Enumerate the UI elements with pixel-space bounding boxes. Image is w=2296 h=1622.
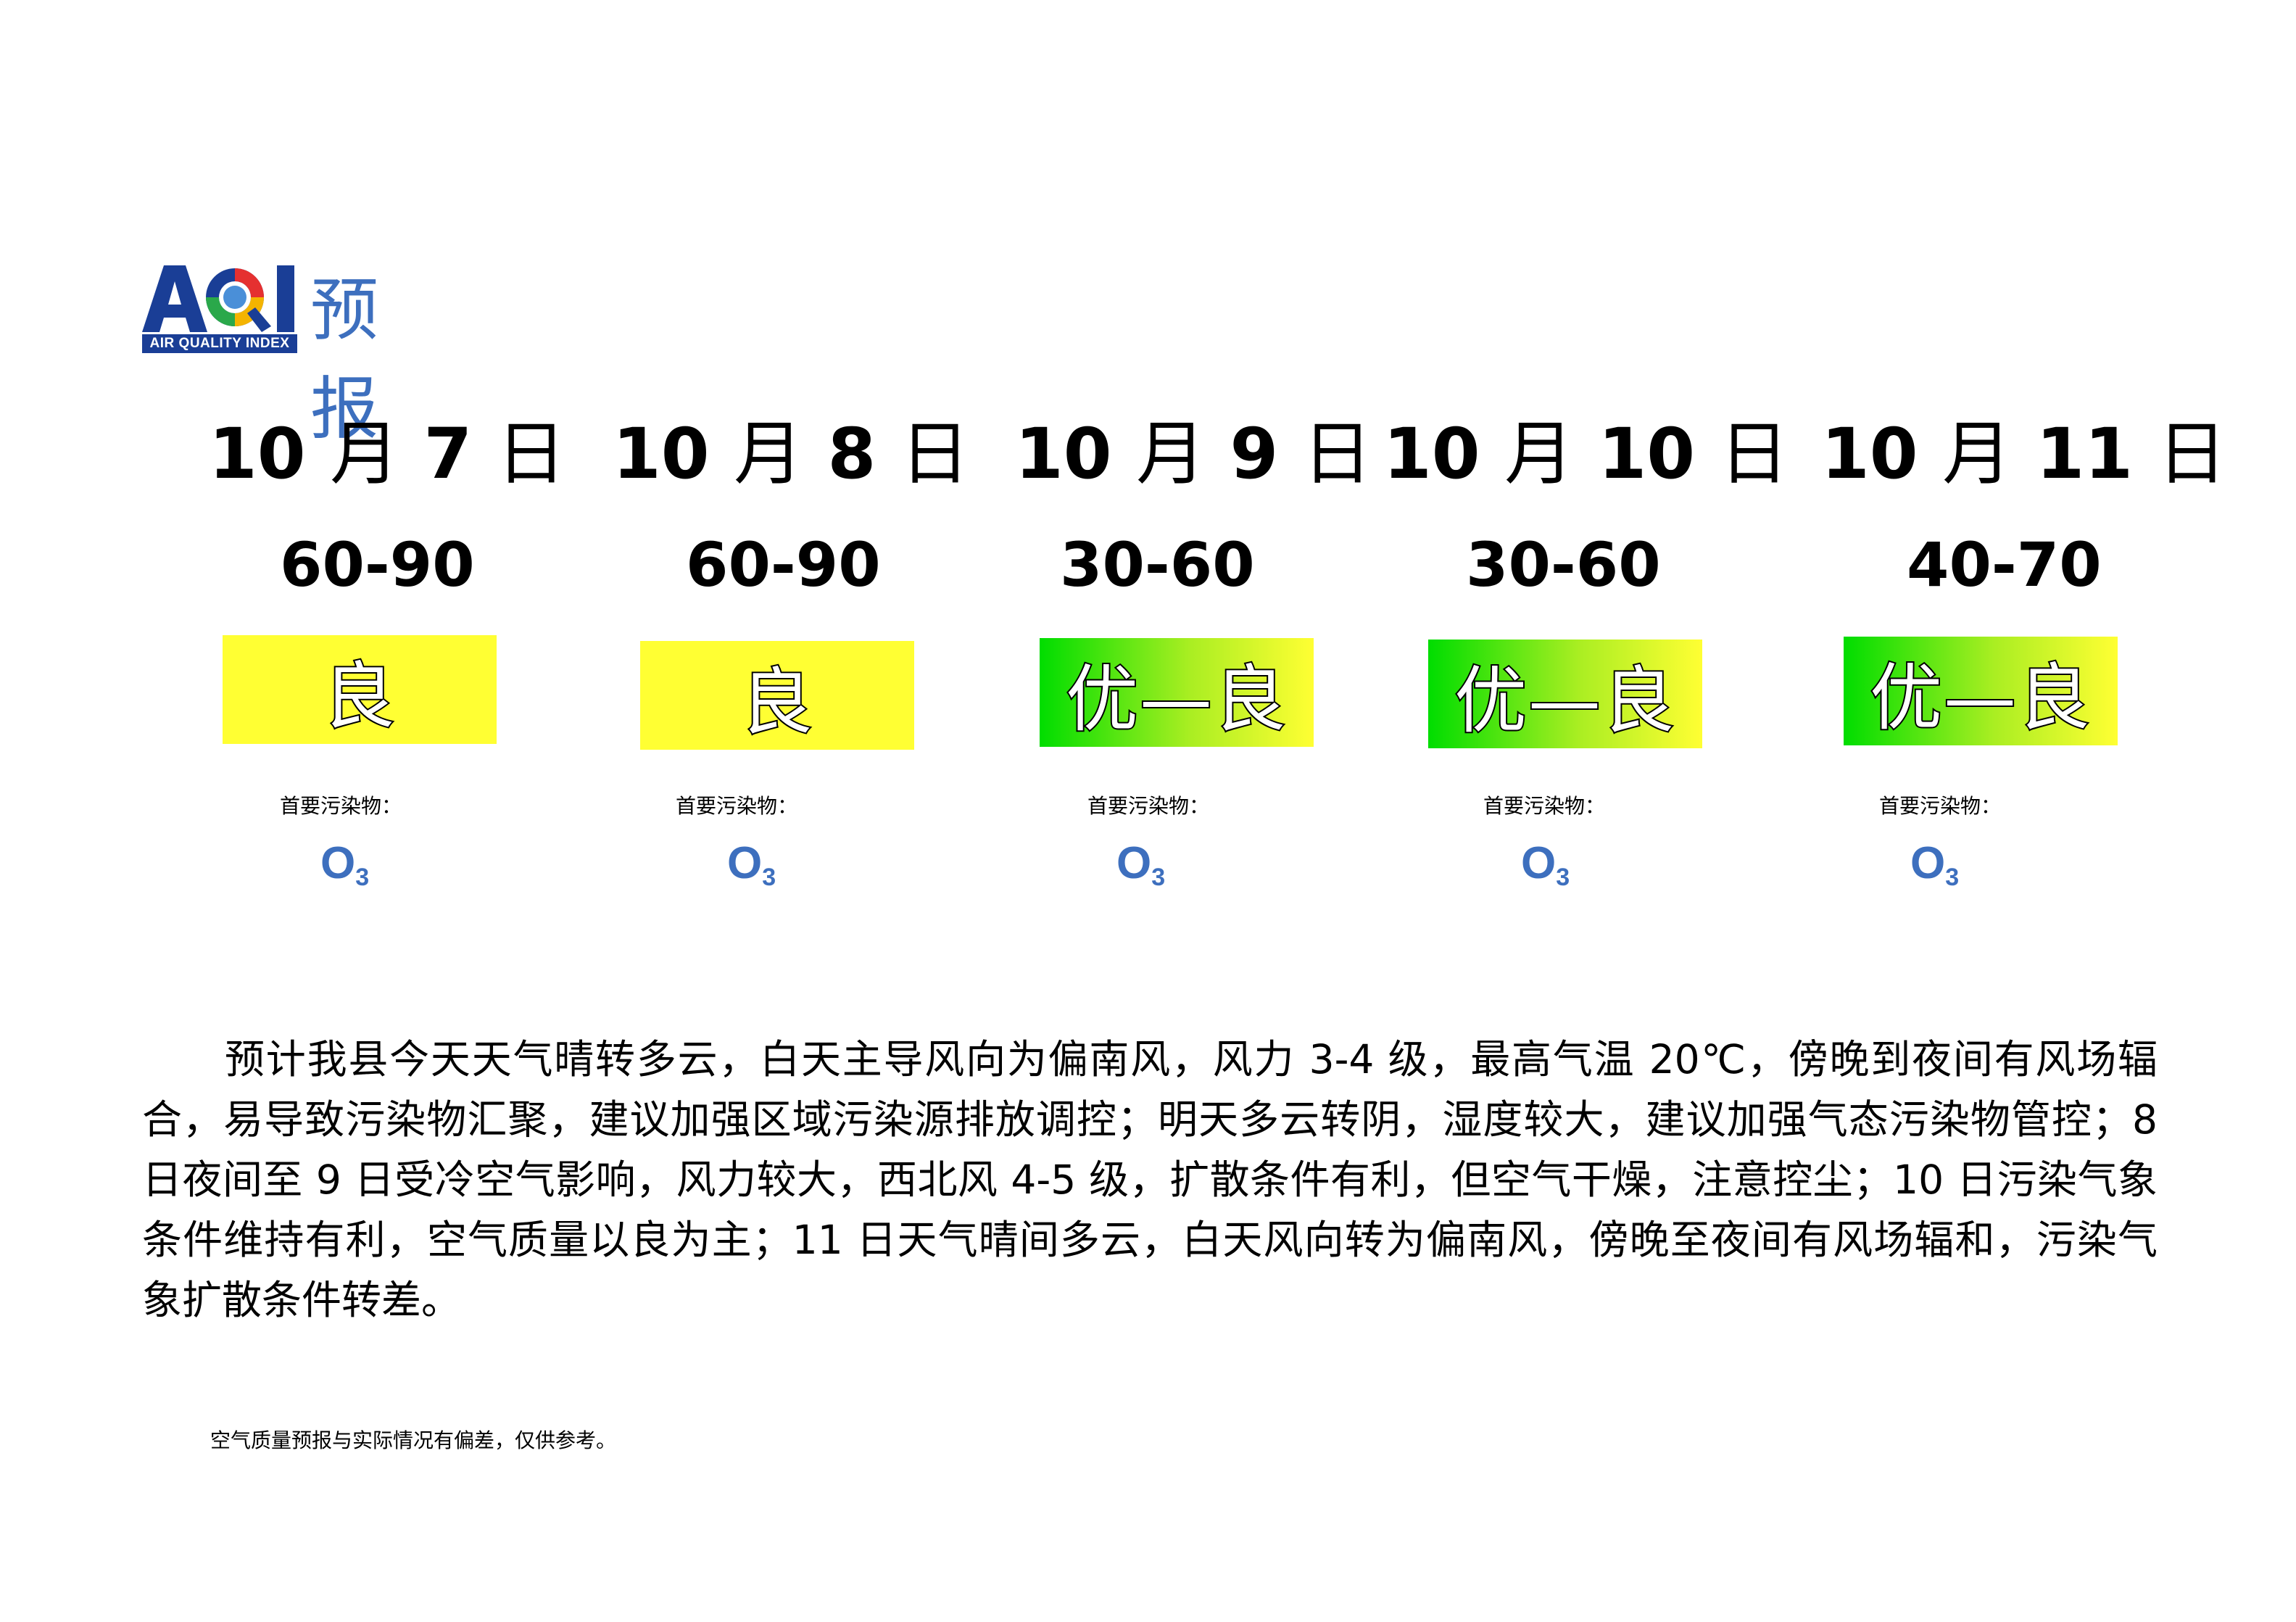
logo-title: 预报 bbox=[310, 271, 381, 449]
aqi-range: 60-90 bbox=[686, 529, 881, 600]
primary-pollutant: O3 bbox=[320, 838, 370, 891]
primary-pollutant: O3 bbox=[1116, 838, 1166, 891]
aqi-level-badge: 优—良 bbox=[1428, 640, 1702, 748]
forecast-date: 10 月 9 日 bbox=[1015, 413, 1372, 495]
forecast-description: 预计我县今天天气晴转多云，白天主导风向为偏南风，风力 3-4 级，最高气温 20… bbox=[142, 1036, 2158, 1323]
forecast-date: 10 月 8 日 bbox=[613, 413, 970, 495]
primary-pollutant-label: 首要污染物： bbox=[280, 794, 402, 818]
primary-pollutant-label: 首要污染物： bbox=[1483, 794, 1606, 818]
disclaimer-note: 空气质量预报与实际情况有偏差，仅供参考。 bbox=[210, 1428, 617, 1452]
aqi-level-badge: 优—良 bbox=[1040, 638, 1314, 747]
aqi-logo: 预报 AIR QUALITY INDEX bbox=[142, 261, 447, 449]
primary-pollutant-label: 首要污染物： bbox=[676, 794, 798, 818]
forecast-date: 10 月 11 日 bbox=[1821, 413, 2227, 495]
aqi-level-badge: 优—良 bbox=[1844, 637, 2118, 745]
primary-pollutant: O3 bbox=[727, 838, 776, 891]
logo-subtitle: AIR QUALITY INDEX bbox=[142, 334, 297, 353]
aqi-range: 30-60 bbox=[1466, 529, 1661, 600]
aqi-level-badge: 良 bbox=[223, 635, 497, 744]
aqi-range: 30-60 bbox=[1060, 529, 1255, 600]
primary-pollutant-label: 首要污染物： bbox=[1087, 794, 1210, 818]
aqi-range: 40-70 bbox=[1907, 529, 2102, 600]
forecast-date: 10 月 10 日 bbox=[1383, 413, 1789, 495]
primary-pollutant: O3 bbox=[1910, 838, 1960, 891]
aqi-range: 60-90 bbox=[280, 529, 475, 600]
primary-pollutant-label: 首要污染物： bbox=[1879, 794, 2002, 818]
forecast-date: 10 月 7 日 bbox=[209, 413, 566, 495]
aqi-level-badge: 良 bbox=[640, 641, 914, 750]
aqi-logo-icon bbox=[142, 265, 294, 332]
primary-pollutant: O3 bbox=[1521, 838, 1570, 891]
